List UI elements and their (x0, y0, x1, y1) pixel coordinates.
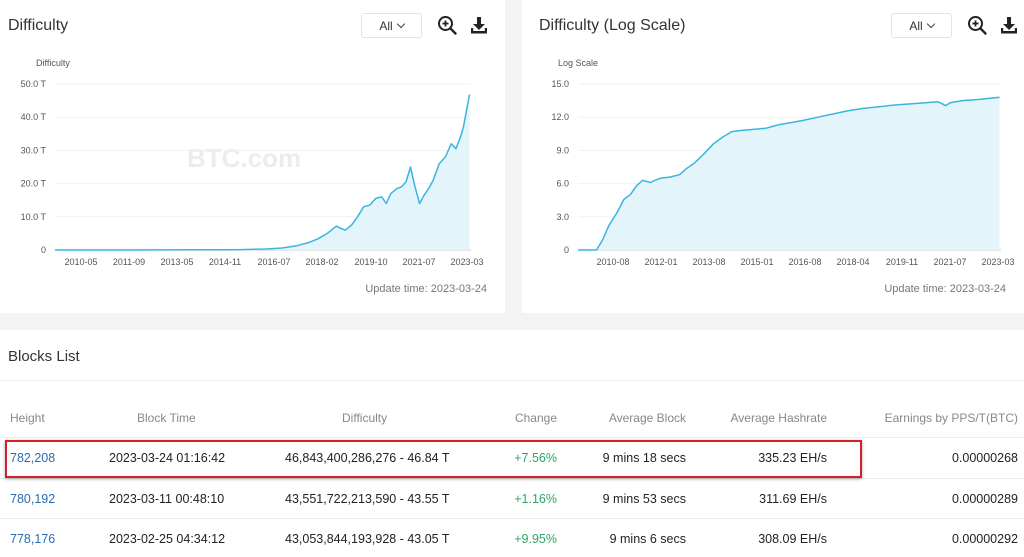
x-tick-label: 2010-05 (64, 257, 97, 267)
divider (0, 380, 1024, 381)
earnings-pps: 0.00000268 (951, 451, 1018, 465)
block-height-link[interactable]: 780,192 (10, 492, 56, 506)
y-tick-label: 0 (564, 245, 569, 255)
difficulty-log-chart-panel: Difficulty (Log Scale) All Log Scale BTC… (522, 0, 1024, 313)
zoom-in-icon[interactable] (436, 14, 458, 36)
y-axis-label: Log Scale (558, 58, 599, 68)
y-tick-label: 10.0 T (21, 212, 47, 222)
series-line (578, 96, 1000, 251)
table-row: 782,208 2023-03-24 01:16:42 46,843,400,2… (0, 437, 1024, 477)
x-tick-label: 2015-01 (740, 257, 773, 267)
y-axis-label: Difficulty (36, 58, 70, 68)
average-block-time: 9 mins 18 secs (602, 451, 686, 465)
difficulty-log-chart: BTC.com03.06.09.012.015.02010-082012-012… (551, 79, 1014, 267)
header-earnings: Earnings by PPS/T(BTC) (884, 411, 1018, 425)
header-average-hashrate: Average Hashrate (730, 411, 827, 425)
block-time: 2023-03-11 00:48:10 (109, 492, 225, 506)
update-time: Update time: 2023-03-24 (884, 283, 1006, 295)
x-tick-label: 2019-11 (886, 257, 918, 267)
block-difficulty: 43,053,844,193,928 - 43.05 T (285, 532, 450, 546)
header-average-block: Average Block (608, 411, 686, 425)
x-tick-label: 2011-09 (113, 257, 145, 267)
update-time: Update time: 2023-03-24 (365, 283, 487, 295)
range-select-value: All (909, 18, 923, 33)
series-area (578, 97, 1000, 250)
x-tick-label: 2010-08 (596, 257, 629, 267)
x-tick-label: 2021-07 (933, 257, 966, 267)
y-tick-label: 9.0 (556, 145, 569, 155)
header-difficulty: Difficulty (342, 411, 388, 425)
x-tick-label: 2013-08 (692, 257, 725, 267)
y-tick-label: 6.0 (556, 179, 569, 189)
block-difficulty: 46,843,400,286,276 - 46.84 T (285, 451, 450, 465)
difficulty-chart-panel: Difficulty All Difficulty BTC.com 0 10.0 T… (0, 0, 505, 313)
blocks-list-title: Blocks List (8, 348, 80, 365)
table-row: 778,176 2023-02-25 04:34:12 43,053,844,1… (0, 518, 1024, 557)
y-tick-label: 0 (41, 245, 46, 255)
average-block-time: 9 mins 53 secs (602, 492, 686, 506)
range-select[interactable]: All (891, 13, 952, 38)
y-tick-label: 15.0 (551, 79, 569, 89)
x-tick-label: 2023-03 (450, 257, 483, 267)
difficulty-change: +9.95% (514, 532, 557, 546)
series-line (55, 94, 471, 251)
x-tick-label: 2021-07 (402, 257, 435, 267)
series-area (55, 94, 470, 250)
average-hashrate: 335.23 EH/s (758, 451, 827, 465)
x-tick-label: 2023-03 (981, 257, 1014, 267)
x-tick-label: 2012-01 (644, 257, 677, 267)
zoom-in-icon[interactable] (966, 14, 988, 36)
difficulty-change: +1.16% (514, 492, 557, 506)
header-height: Height (10, 411, 45, 425)
y-tick-label: 50.0 T (21, 79, 47, 89)
blocks-list-card: Blocks List Height Block Time Difficulty… (0, 330, 1024, 557)
average-hashrate: 311.69 EH/s (759, 492, 827, 506)
difficulty-change: +7.56% (514, 451, 557, 465)
y-tick-label: 30.0 T (21, 145, 47, 155)
difficulty-chart: BTC.com 0 10.0 T 20.0 T 30.0 T 40.0 T 50.0 T 20… (21, 79, 484, 267)
y-tick-label: 40.0 T (21, 112, 47, 122)
range-select[interactable]: All (361, 13, 422, 38)
x-tick-label: 2013-05 (160, 257, 193, 267)
chart-title: Difficulty (8, 17, 69, 34)
earnings-pps: 0.00000292 (951, 532, 1018, 546)
watermark-text: BTC.com (187, 143, 301, 173)
y-tick-label: 20.0 T (21, 179, 47, 189)
header-block-time: Block Time (137, 411, 196, 425)
chart-title: Difficulty (Log Scale) (539, 17, 686, 34)
block-height-link[interactable]: 782,208 (10, 451, 56, 465)
y-tick-label: 3.0 (556, 212, 569, 222)
download-icon[interactable] (468, 14, 490, 36)
table-row: 780,192 2023-03-11 00:48:10 43,551,722,2… (0, 478, 1024, 518)
average-block-time: 9 mins 6 secs (609, 532, 686, 546)
block-difficulty: 43,551,722,213,590 - 43.55 T (285, 492, 450, 506)
highlight-box (5, 440, 862, 478)
average-hashrate: 308.09 EH/s (758, 532, 827, 546)
block-time: 2023-03-24 01:16:42 (109, 451, 226, 465)
x-tick-label: 2018-04 (836, 257, 869, 267)
earnings-pps: 0.00000289 (951, 492, 1018, 506)
range-select-value: All (379, 18, 393, 33)
block-time: 2023-02-25 04:34:12 (109, 532, 226, 546)
download-icon[interactable] (998, 14, 1020, 36)
x-tick-label: 2019-10 (354, 257, 387, 267)
header-change: Change (514, 411, 557, 425)
x-tick-label: 2016-08 (788, 257, 821, 267)
block-height-link[interactable]: 778,176 (10, 532, 56, 546)
x-tick-label: 2014-11 (209, 257, 241, 267)
y-tick-label: 12.0 (551, 112, 569, 122)
x-tick-label: 2018-02 (305, 257, 338, 267)
x-tick-label: 2016-07 (257, 257, 290, 267)
